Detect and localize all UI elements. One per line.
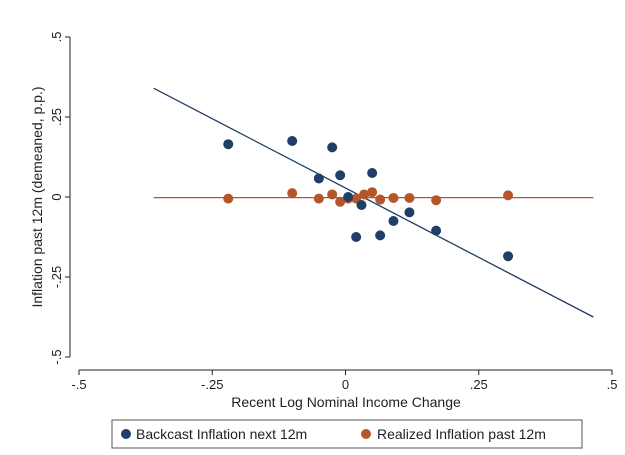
legend-label-backcast: Backcast Inflation next 12m bbox=[136, 426, 307, 442]
point-realized bbox=[335, 196, 346, 207]
point-realized bbox=[359, 189, 370, 200]
point-backcast bbox=[431, 225, 442, 236]
point-backcast bbox=[367, 168, 378, 178]
y-tick-label: 0 bbox=[49, 193, 64, 200]
x-tick-label: -.25 bbox=[201, 377, 223, 392]
data-points bbox=[223, 136, 514, 262]
x-tick-label: .25 bbox=[470, 377, 488, 392]
point-backcast bbox=[287, 136, 298, 146]
legend-box bbox=[111, 419, 583, 449]
legend-label-realized: Realized Inflation past 12m bbox=[377, 426, 546, 442]
x-axis-label: Recent Log Nominal Income Change bbox=[231, 394, 461, 410]
x-tick-label: .5 bbox=[607, 377, 618, 392]
point-realized bbox=[431, 195, 442, 206]
point-backcast bbox=[388, 216, 399, 226]
x-tick-label: 0 bbox=[342, 377, 349, 392]
point-backcast bbox=[404, 207, 415, 218]
point-realized bbox=[367, 187, 378, 198]
point-backcast bbox=[343, 192, 354, 202]
point-realized bbox=[503, 190, 514, 201]
point-realized bbox=[404, 192, 415, 203]
y-axis-label: Inflation past 12m (demeaned, p.p.) bbox=[29, 86, 45, 307]
point-realized bbox=[287, 188, 298, 199]
point-backcast bbox=[223, 139, 234, 150]
point-backcast bbox=[356, 200, 367, 210]
point-realized bbox=[375, 194, 386, 205]
point-backcast bbox=[327, 142, 338, 153]
point-realized bbox=[388, 192, 399, 203]
x-tick-label: -.5 bbox=[71, 377, 86, 392]
legend-marker-backcast bbox=[121, 429, 131, 439]
legend: Backcast Inflation next 12m Realized Inf… bbox=[111, 419, 583, 449]
point-realized bbox=[327, 189, 338, 200]
y-tick-label: .25 bbox=[49, 108, 64, 126]
point-backcast bbox=[351, 232, 362, 242]
point-backcast bbox=[503, 251, 514, 262]
point-backcast bbox=[375, 230, 386, 241]
legend-marker-realized bbox=[361, 429, 371, 439]
point-realized bbox=[223, 193, 234, 204]
y-tick-label: .5 bbox=[49, 32, 64, 43]
y-tick-label: -.25 bbox=[49, 266, 64, 288]
point-realized bbox=[313, 193, 324, 204]
point-backcast bbox=[335, 170, 346, 181]
point-backcast bbox=[313, 173, 324, 184]
fit-line-backcast bbox=[153, 87, 594, 318]
axes: -.5 -.25 0 .25 .5 -.5 -.25 0 .25 .5 bbox=[49, 32, 617, 392]
y-tick-label: -.5 bbox=[49, 349, 64, 364]
